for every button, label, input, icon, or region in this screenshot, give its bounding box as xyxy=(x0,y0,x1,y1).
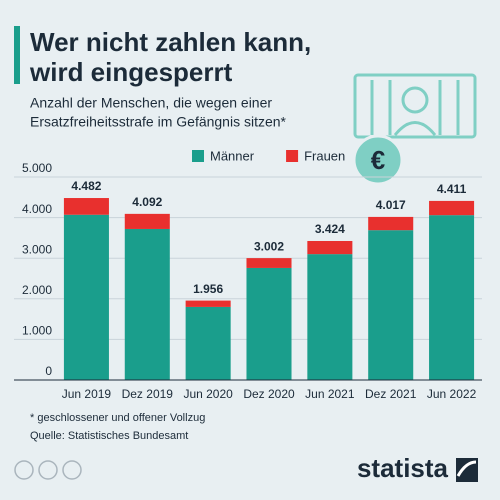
jail-icon: € xyxy=(352,73,477,186)
bar-segment xyxy=(63,198,109,215)
total-label: 4.092 xyxy=(132,195,162,209)
bar-segment xyxy=(368,216,414,231)
bar-segment xyxy=(185,306,231,380)
bar-segment xyxy=(246,258,292,268)
y-tick-label: 2.000 xyxy=(22,283,52,297)
legend-swatch xyxy=(192,150,204,162)
x-tick-label: Jun 2022 xyxy=(427,387,477,401)
total-label: 3.424 xyxy=(315,222,345,236)
note: * geschlossener und offener Vollzug xyxy=(30,412,205,424)
note: Quelle: Statistisches Bundesamt xyxy=(30,430,188,442)
total-label: 4.411 xyxy=(437,182,467,196)
total-label: 1.956 xyxy=(193,282,223,296)
license-icons xyxy=(14,460,82,480)
bar-segment xyxy=(307,254,353,380)
bar-segment xyxy=(429,200,475,216)
svg-text:€: € xyxy=(371,145,385,175)
x-tick-label: Jun 2021 xyxy=(305,387,355,401)
brand: statista xyxy=(357,453,449,483)
total-label: 4.482 xyxy=(71,179,101,193)
bar-segment xyxy=(246,267,292,380)
bar-segment xyxy=(368,230,414,380)
y-tick-label: 5.000 xyxy=(22,161,52,175)
chart-subtitle: Anzahl der Menschen, die wegen einer xyxy=(30,95,272,111)
y-tick-label: 0 xyxy=(45,364,52,378)
legend-label: Frauen xyxy=(304,148,345,163)
x-tick-label: Dez 2020 xyxy=(243,387,295,401)
bar-segment xyxy=(124,228,170,380)
bar-segment xyxy=(63,214,109,380)
total-label: 3.002 xyxy=(254,239,284,253)
bar-segment xyxy=(185,300,231,307)
chart-subtitle: Ersatzfreiheitsstrafe im Gefängnis sitze… xyxy=(30,114,287,130)
bar-segment xyxy=(124,213,170,229)
legend-swatch xyxy=(286,150,299,162)
title-accent xyxy=(14,26,20,84)
bar-segment xyxy=(307,240,353,255)
total-label: 4.017 xyxy=(376,198,406,212)
x-tick-label: Jun 2019 xyxy=(62,387,112,401)
x-tick-label: Jun 2020 xyxy=(183,387,233,401)
legend-label: Männer xyxy=(210,148,255,163)
chart-title: wird eingesperrt xyxy=(29,57,233,87)
y-tick-label: 4.000 xyxy=(22,202,52,216)
y-tick-label: 3.000 xyxy=(22,242,52,256)
chart-title: Wer nicht zahlen kann, xyxy=(30,27,311,57)
bar-segment xyxy=(429,215,475,380)
x-tick-label: Dez 2019 xyxy=(122,387,174,401)
x-tick-label: Dez 2021 xyxy=(365,387,417,401)
brand-logo xyxy=(456,460,477,477)
y-tick-label: 1.000 xyxy=(22,324,52,338)
